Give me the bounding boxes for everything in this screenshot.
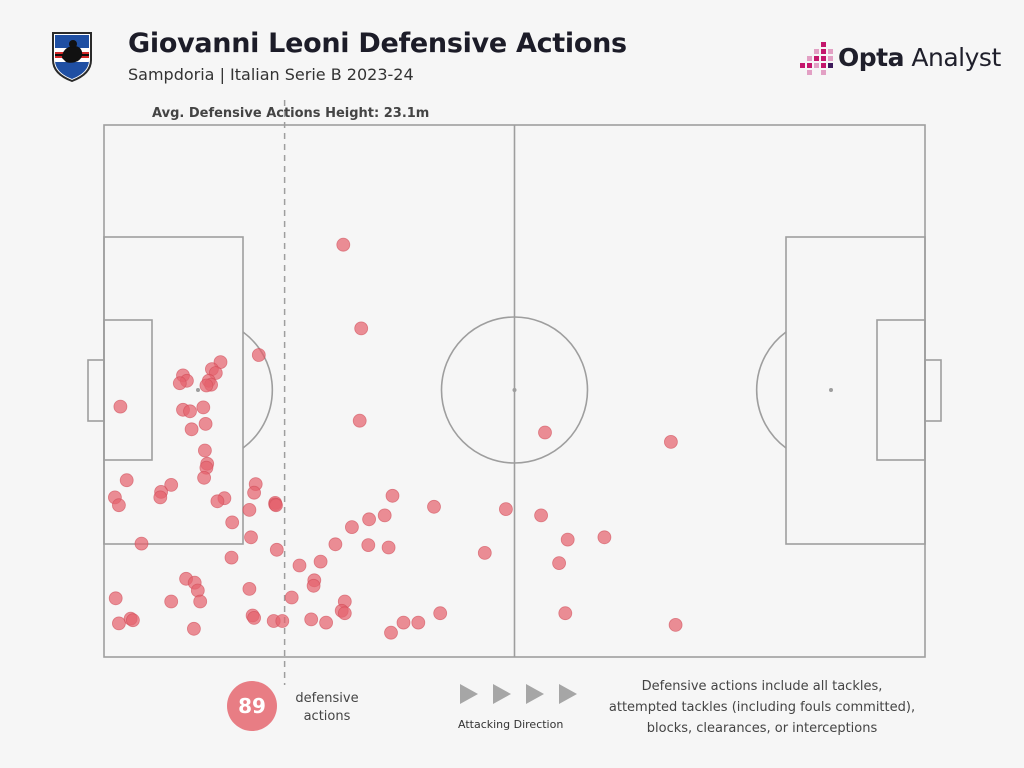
action-count-label: defensive actions bbox=[295, 691, 359, 724]
left-penalty-spot bbox=[196, 388, 200, 392]
pitch-markings bbox=[87, 124, 942, 658]
defensive-action-point bbox=[319, 615, 334, 630]
defensive-action-point bbox=[112, 498, 126, 513]
defensive-action-point bbox=[396, 615, 411, 630]
average-height-label: Avg. Defensive Actions Height: 23.1m bbox=[152, 106, 430, 121]
defensive-action-point bbox=[196, 400, 211, 415]
defensive-action-point bbox=[134, 536, 149, 551]
defensive-action-point bbox=[244, 530, 258, 545]
defensive-action-dots bbox=[108, 237, 683, 640]
defensive-action-point bbox=[186, 621, 201, 636]
defensive-action-point bbox=[313, 554, 328, 569]
defensive-action-point bbox=[225, 515, 240, 530]
defensive-action-point bbox=[337, 606, 352, 621]
chart-subtitle: Sampdoria | Italian Serie B 2023-24 bbox=[128, 65, 414, 84]
chart-title: Giovanni Leoni Defensive Actions bbox=[128, 28, 627, 59]
defensive-action-point bbox=[664, 434, 678, 449]
defensive-action-point bbox=[247, 611, 262, 625]
defensive-action-point bbox=[411, 615, 426, 630]
defensive-action-point bbox=[354, 321, 369, 336]
defensive-action-point bbox=[552, 556, 566, 570]
defensive-action-point bbox=[336, 237, 351, 252]
play-triangle-icon bbox=[493, 684, 511, 704]
defensive-action-point bbox=[269, 542, 284, 557]
defensive-action-point bbox=[361, 538, 376, 552]
defensive-action-point bbox=[172, 376, 187, 391]
play-triangle-icon bbox=[559, 684, 577, 704]
defensive-action-point bbox=[377, 508, 392, 523]
defensive-action-point bbox=[125, 613, 140, 628]
defensive-action-point bbox=[328, 537, 343, 552]
defensive-action-point bbox=[224, 550, 239, 565]
defensive-action-point bbox=[304, 612, 319, 627]
right-six-yard-box bbox=[876, 319, 926, 461]
defensive-action-point bbox=[184, 422, 199, 437]
defensive-action-point bbox=[119, 473, 134, 488]
defensive-action-point bbox=[427, 499, 441, 514]
defensive-action-point bbox=[384, 625, 398, 640]
defensive-action-point bbox=[112, 616, 126, 631]
defensive-action-point bbox=[164, 477, 179, 492]
defensive-action-point bbox=[362, 512, 377, 527]
defensive-action-point bbox=[284, 590, 299, 605]
defensive-action-point bbox=[381, 540, 396, 555]
defensive-action-point bbox=[433, 606, 448, 621]
right-penalty-area bbox=[785, 236, 926, 545]
defensive-action-point bbox=[242, 502, 257, 517]
defensive-action-point bbox=[344, 520, 359, 534]
defensive-action-point bbox=[198, 416, 213, 431]
play-triangle-icon bbox=[526, 684, 544, 704]
defensive-action-point bbox=[251, 348, 266, 362]
defensive-action-point bbox=[197, 470, 212, 485]
defensive-action-point bbox=[210, 494, 225, 509]
left-goal bbox=[87, 359, 105, 422]
defensive-action-point bbox=[113, 399, 128, 414]
defensive-action-point bbox=[385, 488, 400, 503]
defensive-action-point bbox=[242, 582, 257, 596]
left-six-yard-box bbox=[103, 319, 153, 461]
defensive-action-point bbox=[269, 498, 283, 513]
defensive-action-point bbox=[560, 532, 575, 547]
brand-name: Opta Analyst bbox=[838, 43, 1001, 72]
defensive-action-point bbox=[306, 578, 321, 593]
attacking-direction-arrows bbox=[460, 684, 577, 704]
defensive-action-point bbox=[183, 404, 197, 419]
attacking-direction-label: Attacking Direction bbox=[458, 718, 564, 731]
action-count: 89 bbox=[238, 694, 266, 718]
defensive-action-point bbox=[668, 618, 683, 632]
right-goal bbox=[924, 359, 942, 422]
defensive-action-point bbox=[153, 490, 168, 505]
defensive-action-point bbox=[247, 485, 262, 500]
centre-circle bbox=[440, 316, 589, 464]
centre-spot bbox=[512, 388, 517, 392]
opta-analyst-logo-icon bbox=[800, 42, 833, 75]
defensive-action-point bbox=[275, 614, 290, 628]
right-penalty-arc bbox=[755, 331, 787, 449]
defensive-action-point bbox=[597, 530, 612, 545]
definition-note: Defensive actions include all tackles, a… bbox=[608, 679, 916, 736]
action-count-badge: 89 bbox=[227, 681, 277, 731]
defensive-action-point bbox=[534, 508, 548, 523]
defensive-action-point bbox=[477, 546, 492, 560]
play-triangle-icon bbox=[460, 684, 478, 704]
defensive-action-point bbox=[164, 594, 179, 609]
defensive-action-point bbox=[199, 378, 214, 393]
left-penalty-arc bbox=[242, 331, 274, 449]
sampdoria-crest-icon bbox=[52, 32, 92, 82]
defensive-action-point bbox=[352, 413, 367, 428]
defensive-action-point bbox=[197, 443, 212, 458]
defensive-action-point bbox=[292, 558, 307, 573]
defensive-action-point bbox=[498, 502, 513, 517]
defensive-action-point bbox=[193, 594, 208, 609]
defensive-action-point bbox=[538, 425, 552, 440]
right-penalty-spot bbox=[829, 388, 833, 392]
defensive-action-point bbox=[108, 591, 123, 606]
defensive-action-point bbox=[558, 606, 573, 621]
